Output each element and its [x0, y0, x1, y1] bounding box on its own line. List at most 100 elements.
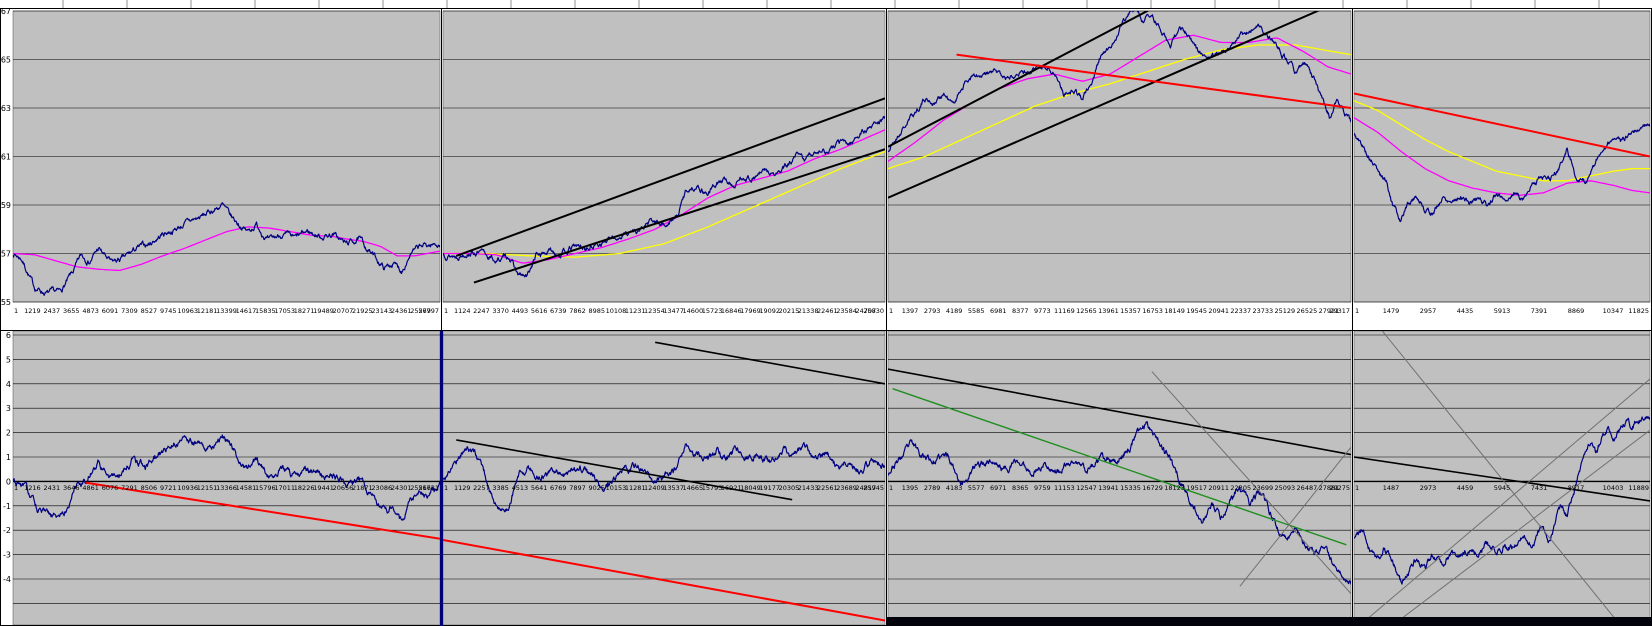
svg-text:4513: 4513 [512, 484, 529, 492]
svg-text:2: 2 [6, 429, 11, 438]
svg-text:29317: 29317 [1329, 307, 1350, 315]
series-group [443, 115, 885, 278]
svg-text:9773: 9773 [1034, 307, 1051, 315]
svg-text:15835: 15835 [255, 307, 276, 315]
svg-text:22305: 22305 [1230, 484, 1251, 492]
series-ma-slow [1354, 100, 1650, 182]
svg-text:12354: 12354 [644, 307, 665, 315]
svg-text:23689: 23689 [836, 484, 857, 492]
svg-text:12565: 12565 [1076, 307, 1097, 315]
svg-text:25830: 25830 [863, 307, 884, 315]
svg-text:63: 63 [1, 104, 11, 113]
svg-text:7862: 7862 [569, 307, 586, 315]
svg-text:16753: 16753 [1142, 307, 1163, 315]
svg-text:14665: 14665 [682, 484, 703, 492]
x-axis-labels: 1 1219 2437 3655 4873 6091 7309 8527 9745 1096312… [14, 307, 439, 315]
x-axis-labels: 1 1397 2793 4189 5585 6981 8377 9773 11169 12565 1… [889, 307, 1350, 315]
svg-text:25945: 25945 [863, 484, 884, 492]
svg-text:17969: 17969 [740, 307, 761, 315]
series-group [888, 421, 1351, 585]
chart-panel-price-2[interactable]: 1 1124 2247 3370 4493 5616 6739 7862 8985 10108 11… [441, 8, 887, 331]
chart-panel-oscillator-2[interactable]: 1 1129 2257 3385 4513 5641 6769 7897 9025 10153 11… [441, 330, 887, 626]
gridlines [13, 10, 440, 303]
svg-text:18149: 18149 [1164, 307, 1185, 315]
svg-text:9745: 9745 [160, 307, 177, 315]
svg-text:4189: 4189 [946, 307, 963, 315]
chart-panel-price-3[interactable]: 1 1397 2793 4189 5585 6981 8377 9773 11169 12565 1… [886, 8, 1353, 331]
svg-text:12181: 12181 [197, 307, 218, 315]
svg-text:7309: 7309 [121, 307, 138, 315]
trendline-2 [1359, 378, 1650, 625]
svg-text:24301: 24301 [391, 484, 412, 492]
svg-text:16921: 16921 [721, 484, 742, 492]
svg-text:1: 1 [14, 484, 18, 492]
plot-area [1353, 331, 1651, 625]
chart-panel-price-4[interactable]: 1 1479 2957 4435 5913 7391 8869 10347 11825 [1352, 8, 1652, 331]
svg-text:2431: 2431 [44, 484, 61, 492]
svg-text:0: 0 [6, 477, 11, 486]
x-axis-labels: 1 1129 2257 3385 4513 5641 6769 7897 9025 1015311… [444, 484, 884, 492]
bottom-dark-strip [886, 617, 1652, 626]
svg-text:24817: 24817 [855, 484, 876, 492]
svg-text:22561: 22561 [817, 484, 838, 492]
svg-text:29275: 29275 [1329, 484, 1350, 492]
series-price [888, 11, 1351, 153]
svg-text:1: 1 [889, 307, 893, 315]
svg-text:20911: 20911 [1208, 484, 1229, 492]
svg-text:25516: 25516 [410, 484, 431, 492]
svg-text:20707: 20707 [333, 307, 354, 315]
svg-text:20941: 20941 [1208, 307, 1229, 315]
plot-area [442, 331, 886, 625]
gridlines [1354, 10, 1650, 303]
series-oscillator [1354, 415, 1650, 585]
svg-text:25129: 25129 [1275, 307, 1296, 315]
trendlines [455, 97, 885, 284]
trendlines [443, 341, 885, 622]
oscillator-chart-4-svg: 1 1487 2973 4459 5945 7431 8917 10403 11889 [1353, 331, 1651, 625]
series-group [1354, 100, 1650, 223]
svg-text:65: 65 [1, 56, 11, 65]
chart-panel-oscillator-4[interactable]: 1 1487 2973 4459 5945 7431 8917 10403 11889 [1352, 330, 1652, 626]
svg-text:10347: 10347 [1603, 307, 1624, 315]
trendline-0 [888, 368, 1351, 456]
svg-text:13366: 13366 [216, 484, 237, 492]
svg-text:13961: 13961 [1098, 307, 1119, 315]
chart-panel-price-1[interactable]: 67 65 63 61 59 57 55 1 1219 2437 3655 4873 6091 7309 8… [0, 8, 442, 331]
svg-text:15793: 15793 [702, 484, 723, 492]
svg-text:3370: 3370 [492, 307, 509, 315]
svg-text:10963: 10963 [177, 307, 198, 315]
svg-text:14617: 14617 [236, 307, 257, 315]
svg-text:8506: 8506 [141, 484, 158, 492]
svg-text:-4: -4 [3, 575, 11, 584]
svg-text:3: 3 [6, 404, 11, 413]
price-chart-3-svg: 1 1397 2793 4189 5585 6981 8377 9773 11169 12565 1… [887, 9, 1352, 330]
series-ma-fast [1354, 117, 1650, 196]
svg-text:8869: 8869 [1568, 307, 1585, 315]
svg-text:21338: 21338 [798, 307, 819, 315]
svg-text:1: 1 [6, 453, 11, 462]
svg-text:12409: 12409 [644, 484, 665, 492]
svg-text:13399: 13399 [216, 307, 237, 315]
svg-text:14600: 14600 [682, 307, 703, 315]
svg-text:11153: 11153 [1054, 484, 1075, 492]
svg-text:1: 1 [444, 484, 448, 492]
svg-text:16846: 16846 [721, 307, 742, 315]
svg-text:6091: 6091 [102, 307, 119, 315]
x-axis-labels: 1 1124 2247 3370 4493 5616 6739 7862 8985 1010811… [444, 307, 884, 315]
series-group [13, 202, 440, 296]
chart-panel-oscillator-1[interactable]: 6 5 4 3 2 1 0 -1 -2 -3 -4 1 1216 2431 3646 4861 6076 7291… [0, 330, 442, 626]
svg-text:26525: 26525 [1297, 307, 1318, 315]
svg-text:19489: 19489 [313, 307, 334, 315]
svg-text:13477: 13477 [663, 307, 684, 315]
chart-panel-oscillator-3[interactable]: 1 1395 2789 4183 5577 6971 8365 9759 11153 12547 1… [886, 330, 1353, 626]
svg-text:8365: 8365 [1012, 484, 1029, 492]
svg-text:-2: -2 [3, 526, 11, 535]
trendline-2 [655, 341, 885, 385]
oscillator-chart-3-svg: 1 1395 2789 4183 5577 6971 8365 9759 11153 12547 1… [887, 331, 1352, 625]
svg-text:5945: 5945 [1494, 484, 1511, 492]
svg-text:8377: 8377 [1012, 307, 1029, 315]
svg-text:61: 61 [1, 153, 11, 162]
svg-text:7431: 7431 [1531, 484, 1548, 492]
series-ma-slow [888, 44, 1351, 170]
series-ma-slow [443, 150, 885, 258]
